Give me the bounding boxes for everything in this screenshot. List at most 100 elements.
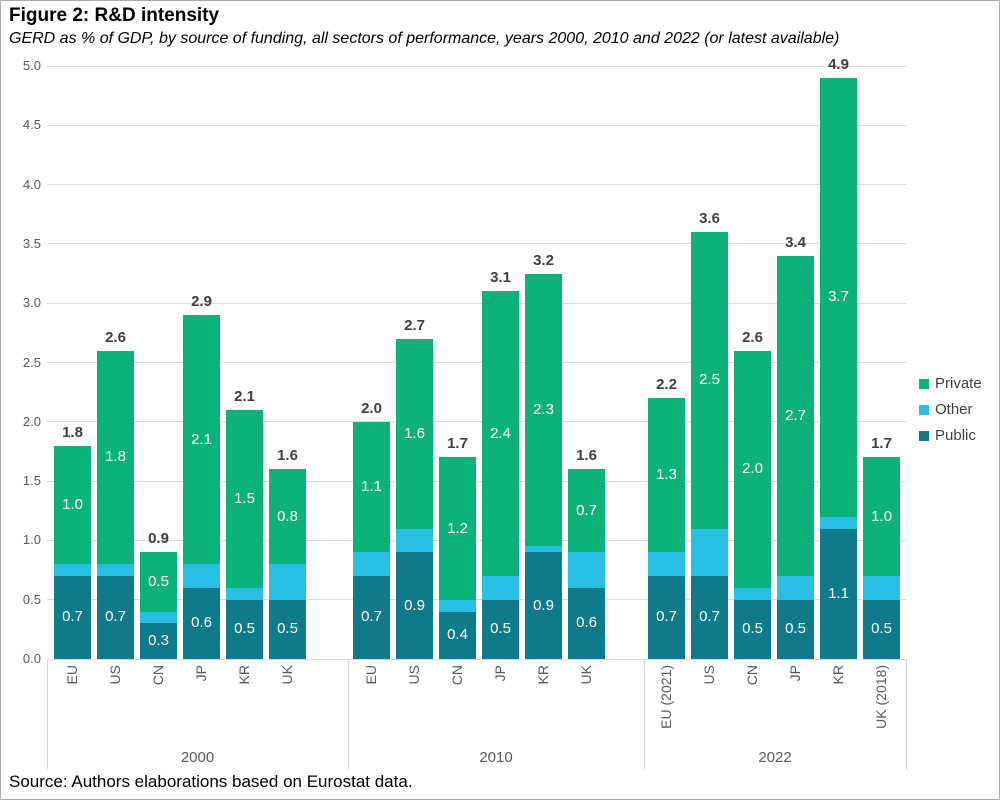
bar-segment-private [863,457,900,576]
bar-segment-public [863,599,900,659]
bar-segment-label: 0.7 [656,608,677,626]
bar-segment-label: 1.6 [404,424,425,442]
bar-segment-private [482,291,519,576]
bar-segment-public [648,575,685,659]
x-axis-country-label: CN [448,665,465,686]
bar-segment-private [140,552,177,612]
y-axis-tick-label: 3.5 [22,235,41,251]
x-axis-country-label: JP [786,665,803,682]
bar-segment-label: 1.8 [105,448,126,466]
bar-segment-public [183,587,220,659]
bar-total-label: 3.2 [533,251,554,269]
bar-total-label: 1.7 [447,435,468,453]
bar-segment-private [648,398,685,553]
bar-segment-label: 0.5 [490,620,511,638]
x-axis-country-label: US [405,665,422,685]
bar-segment-label: 2.3 [533,400,554,418]
bar-segment-private [269,469,306,565]
bar-segment-other [820,516,857,529]
bar-segment-other [226,587,263,600]
bar-segment-label: 1.2 [447,519,468,537]
bar-total-label: 4.9 [828,55,849,73]
bar-segment-label: 2.0 [742,460,763,478]
bar-total-label: 1.6 [277,447,298,465]
y-axis-tick-label: 3.0 [22,295,41,311]
x-axis-country-label: EU [362,665,379,685]
x-axis-year-label: 2000 [180,749,215,766]
legend: Private Other Public [919,375,982,453]
x-axis-country-label: EU [63,665,80,685]
x-axis-year-label: 2010 [479,749,513,766]
bar-segment-private [97,350,134,565]
x-axis-country-label: UK [278,665,295,685]
y-axis-tick-label: 4.0 [22,176,41,192]
bar-segment-other [54,564,91,576]
bar-segment-public [353,575,390,659]
y-axis-tick-label: 2.0 [22,413,41,429]
bar-segment-public [525,552,562,659]
bar-segment-public [226,599,263,659]
bar-segment-label: 0.6 [191,614,212,632]
figure-title: Figure 2: R&D intensity [9,5,220,26]
bar-segment-label: 0.5 [148,572,169,590]
bar-segment-label: 2.7 [785,406,806,424]
y-axis-tick-label: 0.5 [22,591,41,607]
bar-segment-private [777,255,814,576]
bar-segment-label: 0.7 [105,608,126,626]
bar-segment-private [183,315,220,565]
figure-subtitle: GERD as % of GDP, by source of funding, … [9,30,840,47]
bar-segment-public [140,623,177,659]
bar-segment-other [140,611,177,624]
source-note: Source: Authors elaborations based on Eu… [9,772,413,791]
x-axis-country-label: US [106,665,123,685]
bar-total-label: 0.9 [148,530,169,548]
bar-segment-private [691,232,728,529]
bar-segment-label: 2.1 [191,430,212,448]
x-axis-group-separator [47,659,48,770]
legend-label: Other [935,401,973,418]
gridline [47,539,906,541]
y-axis-tick-label: 1.0 [22,532,41,548]
gridline [47,362,906,363]
gridline [47,658,906,660]
bar-segment-label: 0.6 [576,614,597,632]
x-axis-group-separator [906,659,907,770]
gridline [47,480,906,482]
bar-total-label: 2.0 [361,399,382,417]
bar-segment-label: 1.3 [656,466,677,484]
x-axis-country-label: JP [192,665,209,682]
bar-segment-public [482,599,519,659]
x-axis-country-label: UK (2018) [872,665,889,729]
bar-segment-public [820,528,857,659]
x-axis-country-label: CN [149,665,166,686]
bar-segment-public [54,575,91,659]
bar-segment-other [97,564,134,576]
bar-segment-label: 0.4 [447,626,468,644]
y-axis-tick-label: 4.5 [22,117,41,133]
bar-segment-public [269,599,306,659]
bar-segment-private [396,338,433,529]
bar-total-label: 2.6 [105,328,126,346]
gridline [47,243,906,245]
gridline [47,302,906,304]
x-axis-country-label: EU (2021) [657,665,674,729]
bar-segment-label: 3.7 [828,288,849,306]
bar-segment-label: 0.8 [277,507,298,525]
bar-segment-label: 1.1 [361,478,382,496]
bar-segment-private [568,469,605,553]
bar-segment-other [396,528,433,553]
x-axis-group-separator [348,659,349,770]
bar-total-label: 3.1 [490,269,511,287]
bar-segment-other [269,564,306,600]
bar-segment-label: 1.5 [234,489,255,507]
legend-item: Private [919,375,982,392]
gridline [47,421,906,423]
gridline [47,184,906,186]
gridline [47,124,906,126]
bar-segment-label: 2.4 [490,424,511,442]
bar-total-label: 1.7 [871,435,892,453]
x-axis-country-label: KR [829,665,846,685]
bar-segment-public [777,599,814,659]
bar-segment-label: 0.5 [871,620,892,638]
bar-segment-label: 0.7 [576,501,597,519]
